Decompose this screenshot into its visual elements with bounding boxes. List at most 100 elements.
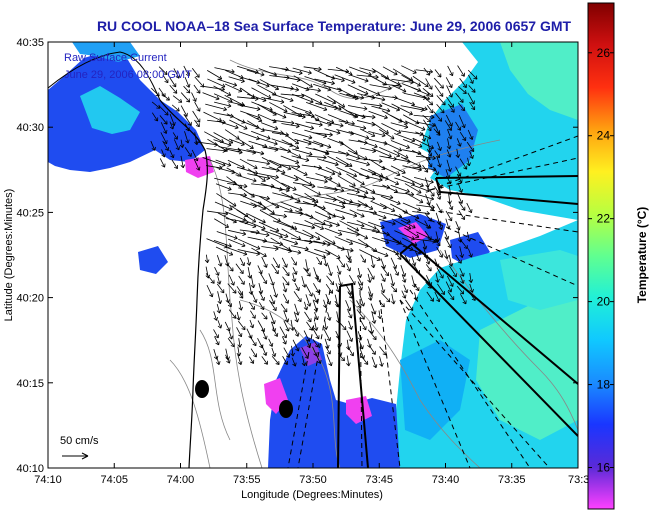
current-vector-head [306,302,312,307]
current-vector [159,158,166,168]
current-vector [368,286,373,297]
current-vector [393,267,399,276]
current-vector [191,68,200,78]
current-vector [448,254,453,267]
current-vector-head [462,90,467,95]
current-vector-head [274,246,279,251]
current-vector [261,344,267,356]
current-vector [314,322,318,331]
current-vector-head [380,303,385,308]
current-vector [467,69,478,80]
current-vector [459,239,468,249]
current-vector-head [227,142,232,147]
current-vector [371,356,377,368]
current-vector-head [240,280,245,285]
current-vector [412,166,436,171]
current-vector [346,330,353,342]
current-vector-head [376,91,381,96]
y-tick-label: 40:20 [16,293,44,305]
current-vector-head [295,145,300,150]
current-vector [261,246,279,250]
current-vector [240,110,261,119]
current-vector-head [367,343,372,348]
current-vector [261,96,285,103]
current-vector [367,267,375,280]
current-vector [445,169,450,179]
current-vector [459,246,463,258]
current-vector [250,275,255,288]
current-vector [239,187,255,198]
current-vector-head [471,88,476,93]
current-vector-head [380,224,385,230]
current-vector [356,275,363,286]
current-vector-head [438,225,444,230]
current-vector [325,166,342,175]
current-vector [457,102,465,111]
current-vector [348,185,369,194]
current-vector [348,123,367,129]
current-vector [405,192,424,203]
x-tick-label: 73:50 [299,474,327,486]
current-vector [390,203,408,214]
current-vector-head [230,281,235,286]
current-vector-head [227,243,232,248]
current-vector-head [285,353,291,358]
current-vector [269,294,275,305]
current-vector-head [285,272,290,277]
current-vector-head [278,234,283,239]
current-vector-head [446,145,452,150]
current-vector [346,93,364,99]
current-vector [269,66,289,71]
current-vector-head [390,135,395,140]
current-vector [305,294,311,307]
current-vector-head [355,227,360,232]
current-vector [381,102,400,111]
current-vector [346,173,365,185]
current-vector [394,230,415,240]
current-vector [444,231,449,240]
current-vector [326,354,332,366]
current-vector-head [270,210,275,215]
current-vector-head [449,282,454,287]
current-vector-head [330,281,335,286]
current-vector-head [294,176,299,182]
current-vector [359,294,365,307]
current-vector-head [473,75,478,80]
current-vector [161,149,165,158]
current-vector [468,74,474,84]
current-vector [313,165,336,175]
current-vector [213,329,219,339]
current-vector-head [240,78,245,83]
current-vector [224,321,230,332]
current-vector [446,96,454,108]
current-vector [238,131,260,140]
current-vector-head [439,92,444,97]
colorbar-tick-label: 20 [597,295,611,309]
current-vector [357,92,375,99]
current-vector-head [296,164,301,169]
current-vector-head [273,141,278,146]
current-vector [313,195,337,201]
current-vector-head [229,267,234,272]
current-vector [316,355,321,364]
current-vector-head [424,83,429,88]
current-vector-head [163,140,168,145]
current-vector-head [287,166,292,171]
current-vector [445,77,453,88]
current-vector-head [279,241,284,247]
current-vector [455,92,464,103]
current-vector [323,299,327,308]
current-vector [228,138,245,146]
current-vector [400,156,422,167]
current-vector-head [164,79,169,84]
sst-region-southeast-teal [500,250,578,310]
current-vector-head [290,120,295,126]
current-vector-head [432,155,436,161]
current-vector [283,320,290,332]
current-vector-head [341,263,345,268]
current-vector [347,310,352,319]
current-vector-head [430,196,435,201]
current-vector-head [164,146,169,151]
current-vector-head [262,253,267,258]
current-vector [239,158,258,169]
